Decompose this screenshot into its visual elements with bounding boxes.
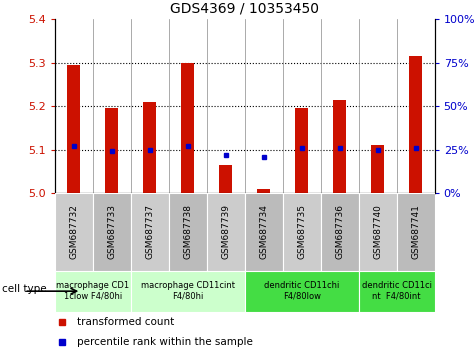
Bar <box>67 65 80 193</box>
Text: GSM687735: GSM687735 <box>297 204 306 259</box>
Bar <box>131 193 169 271</box>
Bar <box>409 56 422 193</box>
Text: macrophage CD1
1clow F4/80hi: macrophage CD1 1clow F4/80hi <box>56 281 129 301</box>
Bar <box>359 193 397 271</box>
Text: GSM687737: GSM687737 <box>145 204 154 259</box>
Bar <box>283 193 321 271</box>
Bar <box>131 271 245 312</box>
Text: GSM687738: GSM687738 <box>183 204 192 259</box>
Bar <box>181 63 194 193</box>
Text: GSM687736: GSM687736 <box>335 204 344 259</box>
Text: dendritic CD11chi
F4/80low: dendritic CD11chi F4/80low <box>264 281 339 301</box>
Text: GSM687740: GSM687740 <box>373 204 382 259</box>
Text: GSM687739: GSM687739 <box>221 204 230 259</box>
Bar <box>207 193 245 271</box>
Bar <box>333 100 346 193</box>
Bar <box>245 271 359 312</box>
Text: dendritic CD11ci
nt  F4/80int: dendritic CD11ci nt F4/80int <box>361 281 432 301</box>
Text: GSM687734: GSM687734 <box>259 204 268 259</box>
Bar <box>55 193 93 271</box>
Text: GSM687732: GSM687732 <box>69 204 78 259</box>
Text: macrophage CD11cint
F4/80hi: macrophage CD11cint F4/80hi <box>141 281 235 301</box>
Text: GSM687741: GSM687741 <box>411 204 420 259</box>
Text: GSM687733: GSM687733 <box>107 204 116 259</box>
Bar <box>371 145 384 193</box>
Title: GDS4369 / 10353450: GDS4369 / 10353450 <box>170 1 319 16</box>
Bar <box>257 189 270 193</box>
Bar <box>359 271 435 312</box>
Bar <box>321 193 359 271</box>
Bar <box>219 165 232 193</box>
Bar <box>169 193 207 271</box>
Text: transformed count: transformed count <box>77 318 175 327</box>
Bar <box>397 193 435 271</box>
Bar <box>55 271 131 312</box>
Bar <box>245 193 283 271</box>
Bar <box>295 108 308 193</box>
Text: percentile rank within the sample: percentile rank within the sample <box>77 337 253 347</box>
Text: cell type: cell type <box>2 284 47 294</box>
Bar <box>93 193 131 271</box>
Bar <box>105 108 118 193</box>
Bar <box>143 102 156 193</box>
